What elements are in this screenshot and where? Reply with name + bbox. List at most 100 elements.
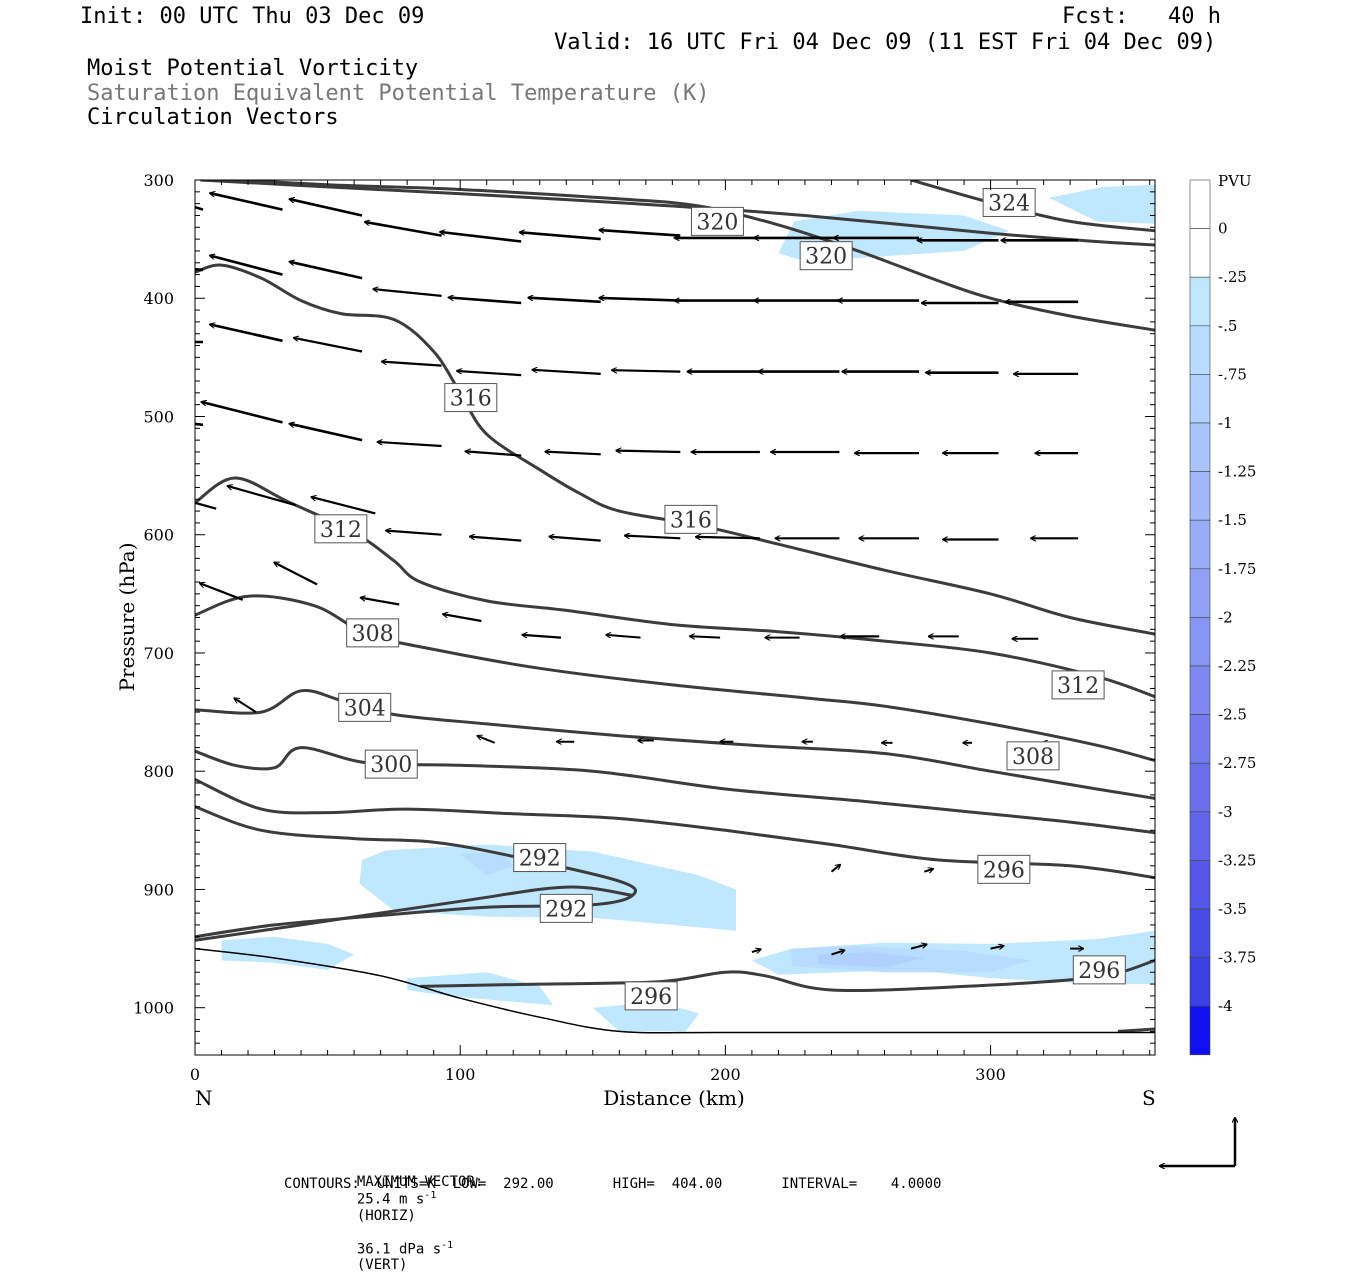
circulation-vector bbox=[831, 950, 845, 956]
circulation-vector bbox=[378, 442, 442, 448]
circulation-vector bbox=[386, 531, 442, 536]
x-tick-label: 300 bbox=[975, 1065, 1006, 1084]
contour-label-text: 312 bbox=[1057, 674, 1099, 699]
axis-ticks bbox=[194, 179, 1155, 1056]
circulation-vector bbox=[910, 945, 926, 950]
contour-label-box bbox=[977, 854, 1031, 884]
colorbar-swatch bbox=[1189, 908, 1211, 958]
circulation-vector bbox=[625, 536, 681, 540]
circulation-vector bbox=[523, 635, 562, 639]
circulation-vector bbox=[210, 325, 283, 343]
colorbar-swatch bbox=[1189, 714, 1211, 764]
contour-label: 296 bbox=[1072, 955, 1126, 985]
colorbar-swatch bbox=[1189, 860, 1211, 910]
circulation-vector bbox=[617, 451, 681, 452]
terrain-line bbox=[195, 947, 1155, 1034]
contour-labels: 324 320 320 316 316 312 312 308 308 304 300 296 296 2… bbox=[314, 187, 1126, 1011]
contour-label: 296 bbox=[624, 981, 678, 1011]
colorbar-label: -1.25 bbox=[1218, 463, 1256, 481]
colorbar-label: -.25 bbox=[1218, 268, 1247, 286]
colorbar-swatch bbox=[1189, 811, 1211, 861]
mpv-region bbox=[460, 851, 514, 876]
contour-label-text: 304 bbox=[344, 696, 386, 721]
colorbar-swatch bbox=[1189, 276, 1211, 327]
contour-label-box bbox=[346, 618, 400, 648]
contour-label-text: 312 bbox=[320, 518, 362, 543]
circulation-vectors bbox=[195, 185, 1083, 956]
contour-label: 308 bbox=[1006, 741, 1060, 771]
colorbar-label: -2.5 bbox=[1218, 706, 1247, 724]
circulation-vector bbox=[290, 199, 363, 217]
forecast-hour: Fcst: 40 h bbox=[1062, 4, 1221, 29]
contour-label-text: 316 bbox=[670, 508, 712, 533]
init-time: Init: 00 UTC Thu 03 Dec 09 bbox=[80, 4, 425, 29]
contour-label: 308 bbox=[346, 618, 400, 648]
y-tick-label: 1000 bbox=[133, 999, 174, 1018]
circulation-vector bbox=[550, 537, 601, 542]
contour-label: 316 bbox=[664, 504, 718, 534]
y-tick-label: 800 bbox=[143, 762, 174, 781]
contour-label-text: 296 bbox=[630, 985, 672, 1010]
contour-label-box bbox=[1006, 741, 1060, 771]
isentrope-300 bbox=[195, 746, 1155, 835]
circulation-vector bbox=[200, 583, 244, 601]
isentrope-292 bbox=[195, 885, 633, 942]
valid-time: Valid: 16 UTC Fri 04 Dec 09 (11 EST Fri … bbox=[554, 30, 1217, 55]
colorbar-label: -3.75 bbox=[1218, 949, 1256, 967]
circulation-vector bbox=[290, 262, 363, 280]
mpv-region bbox=[818, 952, 925, 968]
x-tick-label: 0 bbox=[190, 1065, 200, 1084]
colorbar-label: -1.5 bbox=[1218, 511, 1247, 529]
contour-label-text: 292 bbox=[545, 897, 587, 922]
colorbar bbox=[1189, 179, 1211, 1056]
reference-vector-icon bbox=[1160, 1118, 1235, 1166]
contour-label: 304 bbox=[338, 692, 392, 722]
contour-label-box bbox=[1072, 955, 1126, 985]
colorbar-label: -.75 bbox=[1218, 365, 1247, 383]
y-tick-labels: 300 400 500 600 700 800 900 1000 bbox=[133, 171, 174, 1018]
circulation-vector bbox=[478, 736, 496, 744]
circulation-vector bbox=[696, 537, 760, 538]
circulation-vector bbox=[830, 865, 841, 873]
contour-label-box bbox=[444, 383, 498, 413]
circulation-vector bbox=[210, 193, 283, 211]
circulation-vector bbox=[600, 298, 681, 302]
contour-label-text: 300 bbox=[370, 753, 412, 778]
circulation-vector bbox=[470, 537, 522, 542]
contour-label: 296 bbox=[977, 854, 1031, 884]
circulation-vector bbox=[202, 402, 283, 424]
contour-label-box bbox=[364, 749, 418, 779]
max-vector-label: MAXIMUM VECTOR: bbox=[356, 1174, 484, 1190]
colorbar-label: 0 bbox=[1218, 220, 1228, 238]
circulation-vector bbox=[228, 486, 297, 507]
contour-label-box bbox=[539, 893, 593, 923]
contour-label: 292 bbox=[513, 843, 567, 873]
circulation-vector bbox=[751, 949, 761, 952]
contour-label-box bbox=[624, 981, 678, 1011]
circulation-vector bbox=[443, 614, 482, 623]
terrain bbox=[195, 947, 1155, 1034]
contour-label: 320 bbox=[799, 241, 853, 271]
contours-summary: CONTOURS: UNITS=K LOW= 292.00 HIGH= 404.… bbox=[284, 1176, 942, 1192]
circulation-vector bbox=[195, 501, 217, 510]
contour-label-text: 324 bbox=[988, 191, 1030, 216]
y-tick-label: 500 bbox=[143, 407, 174, 426]
contour-label-text: 320 bbox=[696, 210, 738, 235]
colorbar-title: PVU bbox=[1218, 172, 1252, 190]
colorbar-label: -.5 bbox=[1218, 317, 1237, 335]
circulation-vector bbox=[600, 230, 681, 237]
circulation-vector bbox=[312, 497, 376, 515]
y-tick-label: 300 bbox=[143, 171, 174, 190]
circulation-vector bbox=[235, 699, 257, 713]
contour-label: 300 bbox=[364, 749, 418, 779]
horiz-unit: (HORIZ) bbox=[356, 1207, 416, 1224]
circulation-vector bbox=[520, 232, 601, 241]
circulation-vector bbox=[290, 424, 363, 442]
colorbar-label: -3.5 bbox=[1218, 900, 1247, 918]
contour-label-box bbox=[982, 187, 1036, 217]
circulation-vector bbox=[529, 298, 601, 304]
contour-label: 324 bbox=[982, 187, 1036, 217]
contour-label-box bbox=[690, 206, 744, 236]
contour-label-box bbox=[338, 692, 392, 722]
colorbar-swatch bbox=[1189, 957, 1211, 1007]
